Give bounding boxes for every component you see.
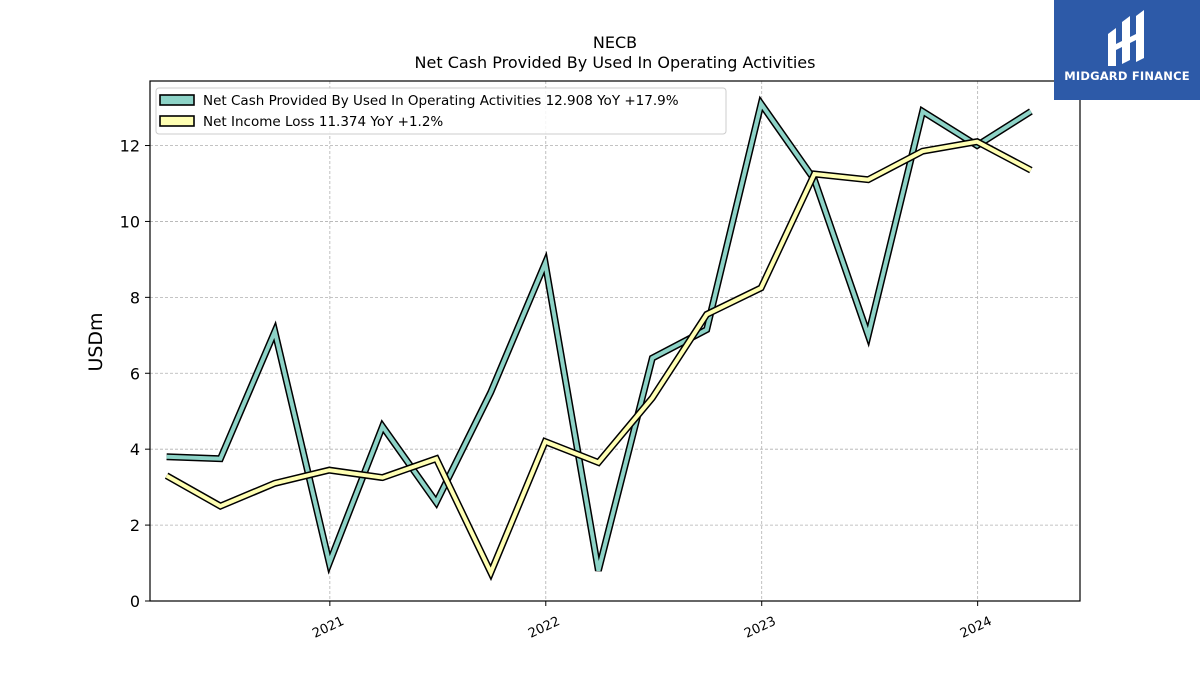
data-point (434, 500, 438, 504)
series-outline (166, 95, 1033, 575)
x-tick-label: 2021 (310, 614, 346, 642)
series-line-2 (164, 138, 1033, 582)
data-point (165, 474, 169, 478)
brand-logo: MIDGARD FINANCE (1054, 0, 1200, 100)
x-tick-label: 2023 (742, 614, 778, 642)
data-point (866, 178, 870, 182)
data-point (1029, 168, 1033, 172)
y-axis: 0 2 4 6 8 10 12 (120, 137, 150, 611)
legend-box (155, 87, 727, 135)
series-layer (164, 95, 1033, 582)
legend-item-1: Net Cash Provided By Used In Operating A… (159, 93, 679, 109)
data-point (705, 328, 709, 332)
x-tick-label: 2022 (526, 614, 562, 642)
x-axis: 2021 2022 2023 2024 (310, 601, 994, 642)
y-tick-label: 0 (130, 592, 140, 611)
y-tick-label: 4 (130, 440, 140, 459)
data-point (759, 102, 763, 106)
data-point (866, 333, 870, 337)
series-line-1 (165, 95, 1033, 575)
data-point (921, 149, 925, 153)
data-point (165, 455, 169, 459)
data-point (596, 569, 600, 573)
data-point (381, 424, 385, 428)
data-point (650, 396, 654, 400)
data-point (327, 561, 331, 565)
plot-frame (149, 80, 1081, 602)
data-point (273, 330, 277, 334)
grid (150, 81, 1080, 602)
data-point (327, 468, 331, 472)
series-stroke (165, 139, 1032, 578)
brand-name: MIDGARD FINANCE (1064, 69, 1190, 83)
legend-swatch (159, 115, 195, 127)
y-tick-label: 10 (120, 212, 140, 231)
legend-label: Net Income Loss 11.374 YoY +1.2% (203, 114, 443, 130)
legend-label: Net Cash Provided By Used In Operating A… (203, 93, 679, 109)
legend: Net Cash Provided By Used In Operating A… (155, 87, 727, 135)
data-point (705, 312, 709, 316)
brand-mark-icon (1108, 10, 1144, 66)
y-axis-label: USDm (85, 312, 107, 371)
data-point (812, 172, 816, 176)
data-point (434, 457, 438, 461)
y-tick-label: 12 (120, 137, 140, 156)
data-point (543, 440, 547, 444)
legend-swatch (159, 94, 195, 106)
data-point (759, 286, 763, 290)
y-tick-label: 6 (130, 364, 140, 383)
x-tick-label: 2024 (958, 614, 994, 642)
data-point (489, 390, 493, 394)
series-stroke (166, 99, 1032, 572)
chart-subtitle: Net Cash Provided By Used In Operating A… (415, 53, 816, 72)
data-point (543, 261, 547, 265)
legend-item-2: Net Income Loss 11.374 YoY +1.2% (159, 114, 443, 130)
data-point (218, 504, 222, 508)
y-tick-label: 8 (130, 288, 140, 307)
chart-title: NECB (593, 33, 637, 52)
data-point (650, 356, 654, 360)
data-point (218, 457, 222, 461)
data-point (1029, 109, 1033, 113)
data-point (921, 109, 925, 113)
data-point (489, 571, 493, 575)
y-tick-label: 2 (130, 516, 140, 535)
data-point (381, 476, 385, 480)
data-point (596, 460, 600, 464)
data-point (975, 140, 979, 144)
data-point (273, 481, 277, 485)
